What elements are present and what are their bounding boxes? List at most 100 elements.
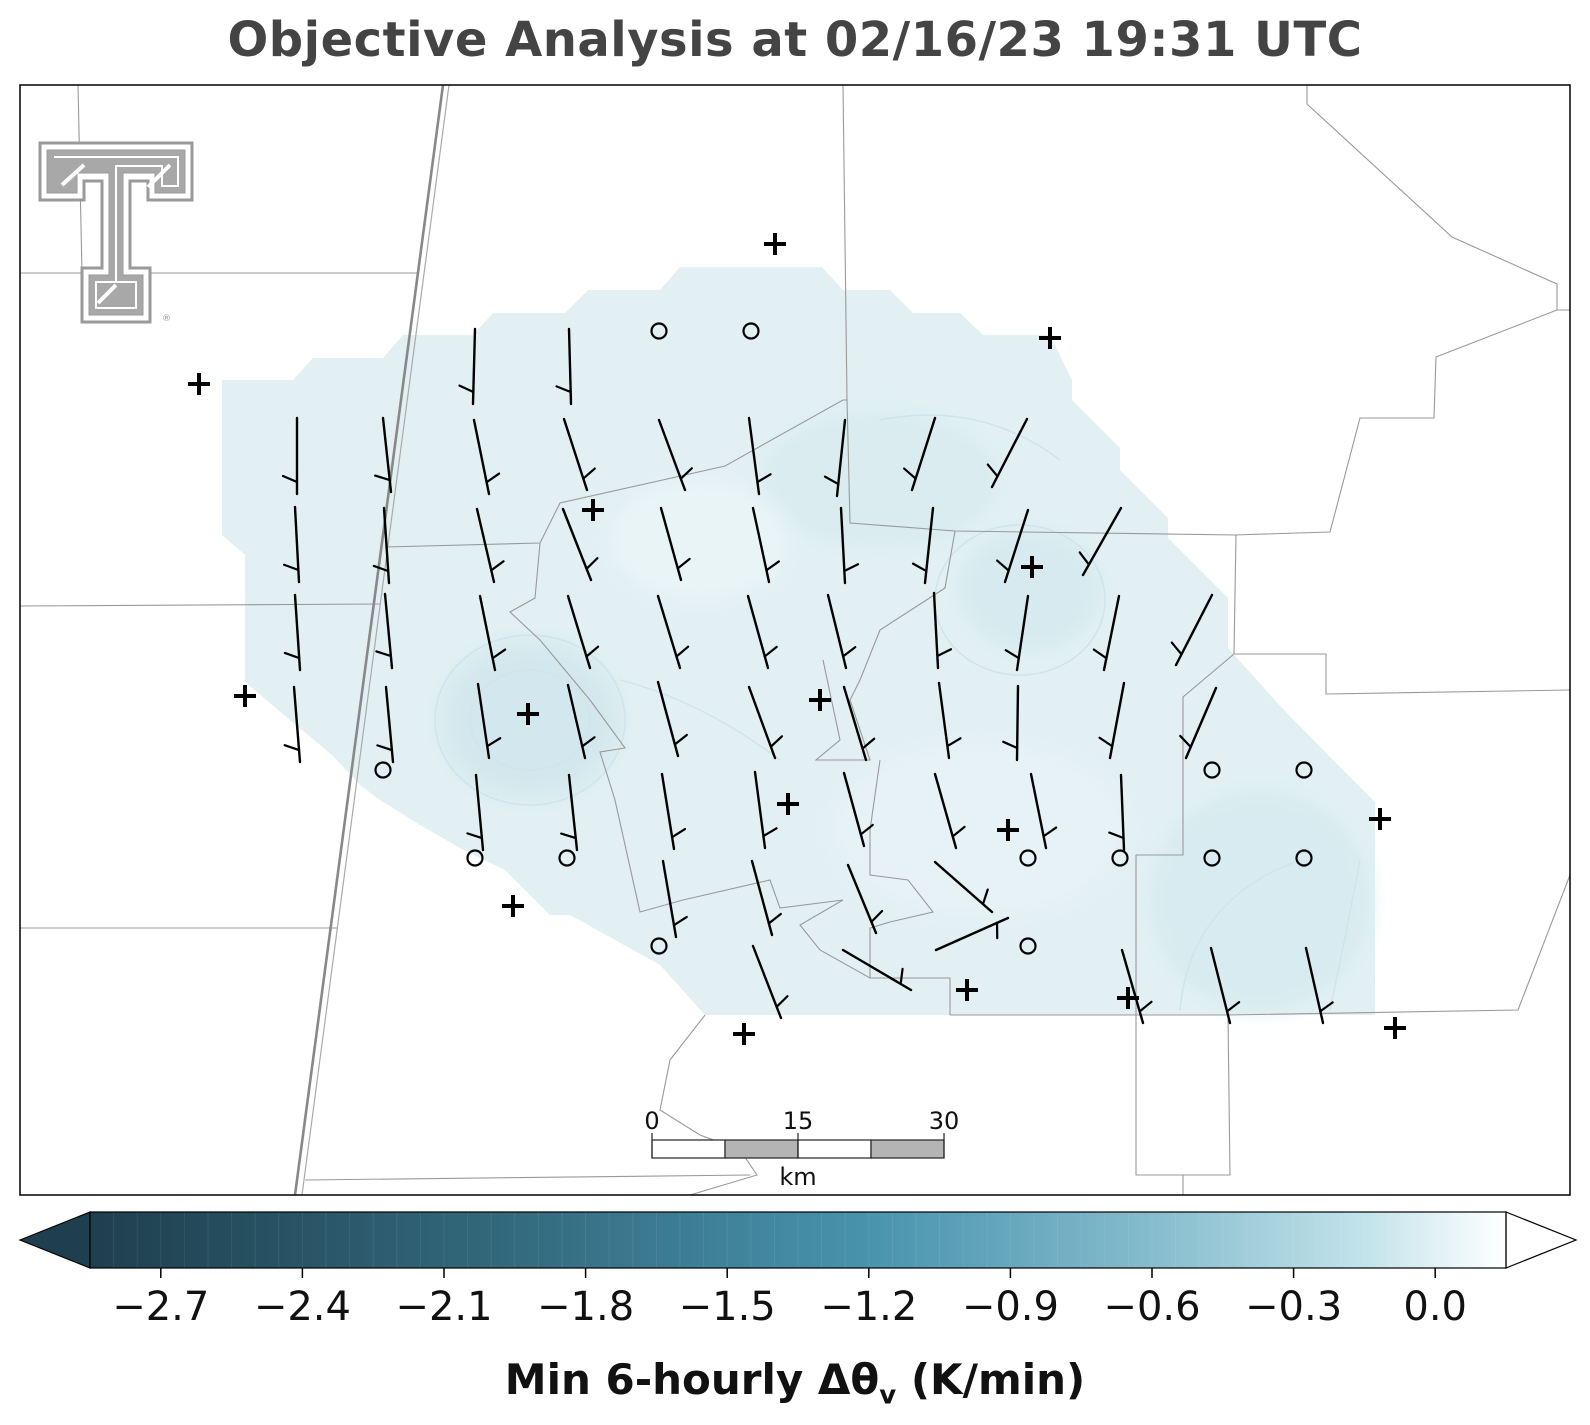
colorbar-label: Min 6-hourly Δθv (K/min) [0, 1355, 1590, 1410]
map-title: Objective Analysis at 02/16/23 19:31 UTC [227, 12, 1363, 68]
wind-barb [476, 682, 502, 760]
wind-barb [555, 327, 573, 406]
wind-barb [283, 685, 302, 764]
station-marker [502, 895, 524, 917]
station-marker [188, 373, 210, 395]
colorbar-tick-label: −2.7 [112, 1284, 209, 1330]
wind-barb [753, 770, 778, 850]
colorbar-tick-label: −0.3 [1245, 1284, 1342, 1330]
station-marker [764, 233, 786, 255]
calm-markers [374, 322, 1313, 955]
calm-marker [1203, 849, 1221, 867]
wind-barb [1004, 594, 1030, 672]
wind-barb [1098, 681, 1126, 760]
colorbar-tick-label: −1.2 [820, 1284, 917, 1330]
wind-barb [996, 508, 1030, 584]
station-marker [1021, 556, 1043, 578]
state-line [293, 85, 450, 1195]
scale-bar: 0 15 30 km [644, 1107, 959, 1191]
colorbar-tick-label: −2.4 [254, 1284, 351, 1330]
wind-barb [657, 418, 693, 492]
wind-barb [374, 416, 393, 494]
wind-barb [747, 416, 772, 496]
wind-barb [466, 773, 485, 852]
calm-marker [1111, 849, 1129, 867]
colorbar-label-sub: v [879, 1380, 897, 1411]
scale-seg-1 [651, 1139, 726, 1159]
wind-barb [566, 594, 600, 670]
colorbar-label-suffix: (K/min) [896, 1355, 1086, 1404]
wind-barb [937, 681, 962, 760]
wind-barb [1120, 948, 1153, 1025]
station-marker [956, 979, 978, 1001]
wind-barb [661, 859, 688, 939]
texas-tech-double-t-logo: ® [38, 141, 194, 324]
wind-barb [282, 505, 301, 584]
station-marker [1039, 327, 1061, 349]
wind-barb [747, 685, 784, 760]
svg-text:®: ® [162, 314, 171, 324]
colorbar-label-prefix: Min 6-hourly Δθ [504, 1355, 880, 1404]
colorbar-tick-label: −2.1 [395, 1284, 492, 1330]
wind-barb [561, 507, 599, 582]
colorbar: −2.7 −2.4 −2.1 −1.8 −1.5 −1.2 −0.9 −0.6 −0.3 0.0 [18, 1211, 1578, 1330]
scale-seg-2 [724, 1139, 799, 1159]
wind-barb [746, 594, 778, 670]
colorbar-extend-min [18, 1211, 91, 1269]
wind-barb [823, 418, 847, 498]
colorbar-tick-label: −0.6 [1103, 1284, 1200, 1330]
colorbar-tick-label: −1.5 [679, 1284, 776, 1330]
wind-barb [656, 680, 688, 758]
wind-barb [839, 506, 860, 585]
calm-marker [650, 322, 668, 340]
station-marker [234, 685, 256, 707]
wind-barb [281, 416, 299, 496]
scale-tick-30: 30 [929, 1107, 960, 1135]
wind-barb [1170, 593, 1214, 667]
wind-barb [283, 593, 302, 672]
wind-barb [934, 916, 1010, 952]
wind-barb [842, 771, 874, 848]
station-marker [517, 703, 539, 725]
calm-marker [1019, 849, 1037, 867]
station-marker [733, 1023, 755, 1045]
wind-barb [751, 506, 780, 584]
wind-barb [376, 685, 395, 764]
colorbar-bands [89, 1212, 1507, 1268]
wind-barb [660, 772, 687, 851]
wind-barb [750, 859, 782, 937]
wind-barb [566, 683, 596, 760]
wind-barb [659, 506, 691, 582]
station-marker [809, 689, 831, 711]
wind-barb [1304, 946, 1334, 1025]
wind-barb [933, 772, 966, 850]
station-marker [1384, 1017, 1406, 1039]
wind-barb [1209, 946, 1241, 1025]
wind-barb [1078, 506, 1123, 577]
wind-barb [841, 948, 913, 992]
wind-barb [656, 594, 690, 670]
calm-marker [1295, 849, 1313, 867]
wind-barbs [281, 327, 1334, 1025]
calm-marker [650, 937, 668, 955]
scale-seg-4 [870, 1139, 945, 1159]
wind-barb [751, 944, 789, 1020]
wind-barb [472, 418, 501, 496]
colorbar-tick-label: −1.8 [537, 1284, 634, 1330]
map-frame [19, 84, 1571, 1196]
wind-barb [562, 417, 596, 492]
calm-marker [1203, 761, 1221, 779]
calm-marker [1019, 937, 1037, 955]
wind-barb [903, 416, 937, 492]
wind-barb [475, 507, 505, 584]
analysis-field [222, 267, 1375, 1015]
wind-barb [375, 592, 394, 670]
scale-seg-3 [797, 1139, 872, 1159]
colorbar-tick-label: 0.0 [1403, 1284, 1467, 1330]
calm-marker [1295, 761, 1313, 779]
wind-barb [1029, 772, 1058, 850]
wind-barb [911, 506, 935, 585]
calm-marker [466, 849, 484, 867]
colorbar-gradient [90, 1212, 1506, 1268]
